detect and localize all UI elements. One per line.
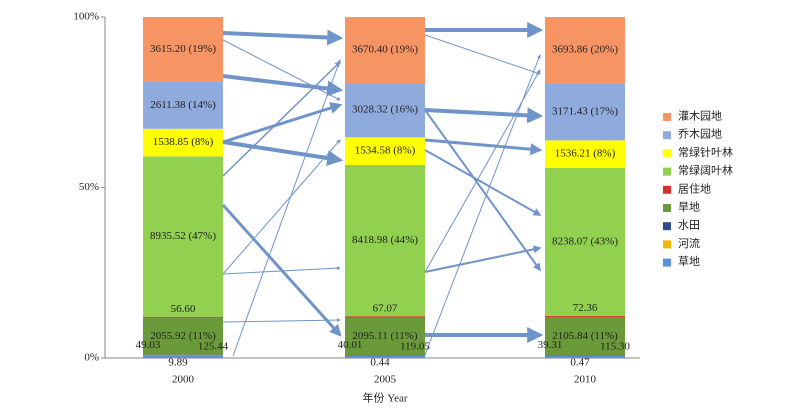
legend-label: 灌木园地: [678, 110, 722, 123]
bar-segment: [143, 317, 223, 355]
value-label: 2611.38 (14%): [150, 99, 216, 111]
legend-label: 常绿针叶林: [678, 145, 733, 159]
value-label: 1536.21 (8%): [555, 148, 616, 160]
bar-segment: [545, 168, 625, 317]
legend-label: 河流: [678, 236, 700, 250]
bars: [143, 17, 625, 358]
value-label: 56.60: [171, 303, 196, 315]
value-label: 0.44: [370, 357, 390, 369]
value-label: 8418.98 (44%): [352, 234, 418, 246]
bar-segment: [545, 355, 625, 356]
value-label: 72.36: [573, 302, 598, 314]
value-label: 3171.43 (17%): [552, 105, 618, 117]
bar-segment: [545, 83, 625, 141]
legend-swatch: [663, 113, 671, 121]
legend-swatch: [663, 149, 671, 158]
value-label: 67.07: [373, 302, 398, 314]
bar-segment: [143, 17, 223, 82]
bar-segment: [345, 17, 425, 83]
bar-segment: [143, 81, 223, 129]
bar-segment: [545, 140, 625, 169]
legend-label: 乔木园地: [678, 128, 722, 141]
bar-segment: [545, 17, 625, 84]
value-label: 2105.84 (11%): [552, 330, 618, 342]
value-label: 3615.20 (19%): [150, 43, 216, 55]
value-label: 49.03: [136, 339, 161, 351]
value-label: 40.01: [338, 339, 363, 351]
y-tick-label: 50%: [79, 181, 99, 193]
x-tick-label: 2010: [574, 374, 597, 386]
y-tick-label: 0%: [84, 352, 99, 364]
bar-segment: [545, 355, 625, 358]
value-label: 8238.07 (43%): [552, 236, 618, 248]
bar-segment: [345, 355, 425, 358]
value-label: 0.47: [570, 357, 590, 369]
value-label: 2095.11 (11%): [352, 330, 418, 342]
x-tick-label: 2000: [172, 374, 195, 386]
bar-segment: [143, 355, 223, 358]
x-axis-title: 年份 Year: [362, 391, 407, 405]
bar-segment: [345, 137, 425, 165]
value-label: 125.44: [198, 340, 229, 352]
legend-swatch: [663, 204, 671, 212]
legend-swatch: [663, 222, 671, 231]
value-label: 3670.40 (19%): [352, 44, 418, 56]
legend-swatch: [663, 240, 671, 249]
value-label: 119.05: [400, 340, 430, 352]
legend-swatch: [663, 167, 671, 176]
bar-segment: [143, 128, 223, 157]
bar-segment: [143, 316, 223, 318]
bar-segment: [345, 82, 425, 138]
value-label: 9.89: [168, 356, 188, 368]
legend-swatch: [663, 131, 671, 140]
legend-label: 居住地: [678, 181, 711, 195]
bar-segment: [545, 317, 625, 356]
value-label: 1534.58 (8%): [355, 145, 416, 157]
bar-segment: [545, 316, 625, 318]
value-label: 8935.52 (47%): [150, 230, 216, 242]
bar-segment: [143, 354, 223, 356]
legend-label: 草地: [678, 255, 700, 268]
value-label: 39.31: [538, 339, 563, 351]
bar-segment: [345, 316, 425, 318]
y-tick-label: 100%: [73, 11, 99, 23]
bar-segment: [143, 354, 223, 356]
value-label: 2055.92 (11%): [150, 330, 216, 342]
value-label: 3693.86 (20%): [552, 44, 618, 56]
bar-segment: [345, 355, 425, 356]
bar-segment: [345, 164, 425, 317]
bar-segment: [143, 156, 223, 317]
legend-label: 常绿阔叶林: [678, 163, 733, 177]
value-label: 1538.85 (8%): [153, 136, 214, 148]
value-label: 115.30: [600, 340, 630, 352]
flow-arrows: [221, 22, 544, 357]
value-label: 3028.32 (16%): [352, 104, 418, 116]
legend-swatch: [663, 258, 671, 267]
x-tick-label: 2005: [374, 374, 397, 386]
legend-label: 水田: [678, 219, 700, 232]
legend-swatch: [663, 185, 671, 194]
legend-label: 旱地: [678, 201, 700, 214]
bar-segment: [345, 317, 425, 356]
